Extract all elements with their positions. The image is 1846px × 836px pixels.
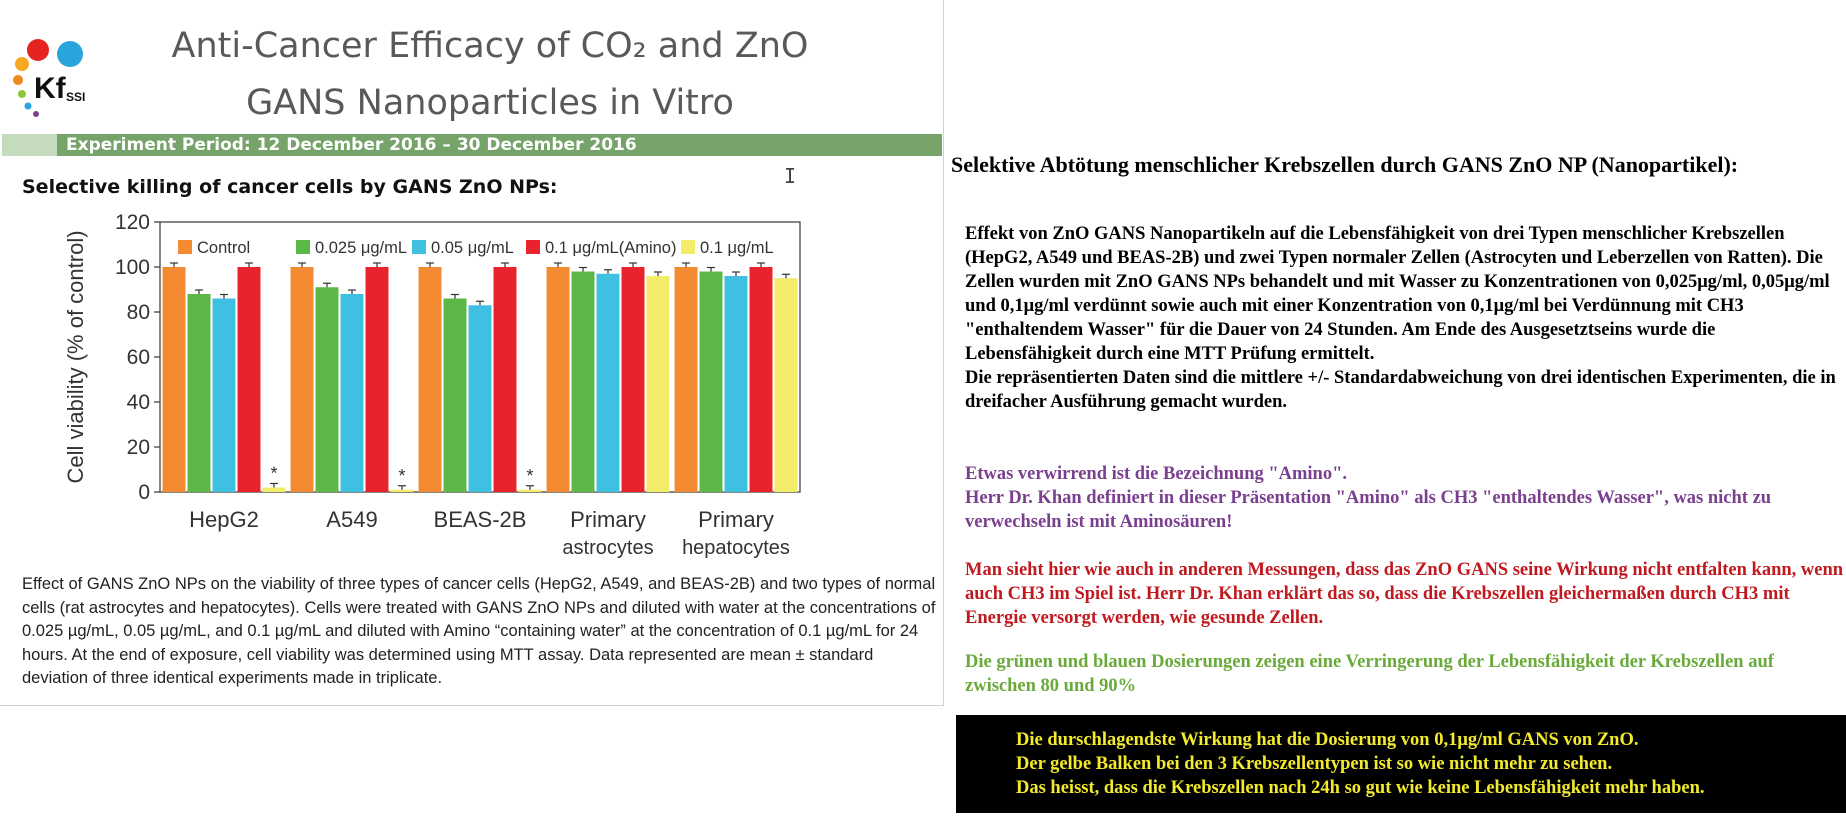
bar: [162, 267, 186, 492]
legend-label: 0.1 μg/mL: [700, 239, 774, 257]
bar: [724, 276, 748, 492]
legend-swatch: [526, 240, 540, 254]
text-cursor-icon: I: [784, 164, 797, 188]
german-note-amino-line1: Etwas verwirrend ist die Bezeichnung "Am…: [965, 464, 1347, 484]
bar: [674, 267, 698, 492]
conclusion-box: Die durschlagendste Wirkung hat die Dosi…: [956, 715, 1846, 813]
experiment-period: Experiment Period: 12 December 2016 – 30…: [66, 135, 637, 155]
kfssi-logo: Kf SSI: [13, 39, 85, 117]
chart-heading: Selective killing of cancer cells by GAN…: [22, 176, 558, 198]
bar: [390, 489, 414, 492]
bar: [699, 271, 723, 492]
legend-label: Control: [197, 239, 250, 257]
legend-label: 0.025 μg/mL: [315, 239, 407, 257]
bar: [290, 267, 314, 492]
bar: [546, 267, 570, 492]
bar: [646, 276, 670, 492]
bar: [518, 489, 542, 492]
bar: [493, 267, 517, 492]
significance-asterisk: *: [398, 466, 405, 486]
legend-label: 0.1 μg/mL(Amino): [545, 239, 676, 257]
bar: [596, 273, 620, 492]
bar: [262, 487, 286, 492]
x-category-label: HepG2: [189, 507, 259, 532]
legend-swatch: [296, 240, 310, 254]
y-tick-label: 120: [115, 211, 150, 234]
german-title: Selektive Abtötung menschlicher Krebszel…: [951, 152, 1739, 177]
german-note-green-blue: Die grünen und blauen Dosierungen zeigen…: [965, 652, 1774, 696]
cell-viability-chart: 0 20 40 60 80 100 120 Cell viability (% of cont…: [63, 211, 801, 559]
conclusion-line2: Der gelbe Balken bei den 3 Krebszellenty…: [1016, 754, 1613, 774]
german-description: Effekt von ZnO GANS Nanopartikeln auf di…: [965, 222, 1845, 414]
bar: [774, 278, 798, 492]
bar: [365, 267, 389, 492]
x-category-label: Primary astrocytes: [562, 507, 653, 559]
slide-title: Anti-Cancer Efficacy of CO₂ and ZnO GANS…: [120, 18, 860, 132]
bar: [237, 267, 261, 492]
conclusion-line3: Das heisst, dass die Krebszellen nach 24…: [1016, 778, 1705, 798]
legend-swatch: [412, 240, 426, 254]
period-bar: [2, 134, 942, 156]
bar: [443, 298, 467, 492]
x-category-label: BEAS-2B: [434, 507, 527, 532]
x-category-label: A549: [326, 507, 377, 532]
conclusion-line1: Die durschlagendste Wirkung hat die Dosi…: [1016, 730, 1639, 750]
figure-caption: Effect of GANS ZnO NPs on the viability …: [22, 575, 936, 687]
german-note-ch3: Man sieht hier wie auch in anderen Messu…: [965, 560, 1844, 628]
y-tick-label: 0: [138, 481, 150, 504]
german-note-amino-line2: Herr Dr. Khan definiert in dieser Präsen…: [965, 488, 1772, 532]
german-description-para1: Effekt von ZnO GANS Nanopartikeln auf di…: [965, 224, 1830, 364]
german-description-para2: Die repräsentierten Daten sind die mittl…: [965, 368, 1836, 412]
bar: [340, 294, 364, 492]
bar: [468, 305, 492, 492]
svg-text:SSI: SSI: [66, 90, 85, 104]
legend-label: 0.05 μg/mL: [431, 239, 514, 257]
y-tick-label: 80: [127, 301, 150, 324]
y-tick-label: 40: [127, 391, 150, 414]
significance-asterisk: *: [270, 464, 277, 484]
german-note-amino: Etwas verwirrend ist die Bezeichnung "Am…: [965, 462, 1845, 534]
slide-title-line2: GANS Nanoparticles in Vitro: [246, 83, 734, 123]
y-tick-label: 20: [127, 436, 150, 459]
y-axis-label: Cell viability (% of control): [63, 230, 88, 483]
y-tick-label: 100: [115, 256, 150, 279]
x-category-label: Primary hepatocytes: [682, 507, 790, 559]
bar: [571, 271, 595, 492]
y-tick-label: 60: [127, 346, 150, 369]
bar: [749, 267, 773, 492]
bar: [418, 267, 442, 492]
significance-asterisk: *: [526, 466, 533, 486]
bar: [315, 287, 339, 492]
legend-swatch: [681, 240, 695, 254]
svg-text:Kf: Kf: [34, 72, 67, 105]
bar: [187, 294, 211, 492]
legend-swatch: [178, 240, 192, 254]
bar: [621, 267, 645, 492]
period-bar-accent: [2, 134, 57, 156]
bar: [212, 298, 236, 492]
slide-title-line1: Anti-Cancer Efficacy of CO₂ and ZnO: [171, 26, 809, 66]
presentation-slide: Kf SSI Anti-Cancer Efficacy of CO₂ and Z…: [0, 0, 944, 706]
